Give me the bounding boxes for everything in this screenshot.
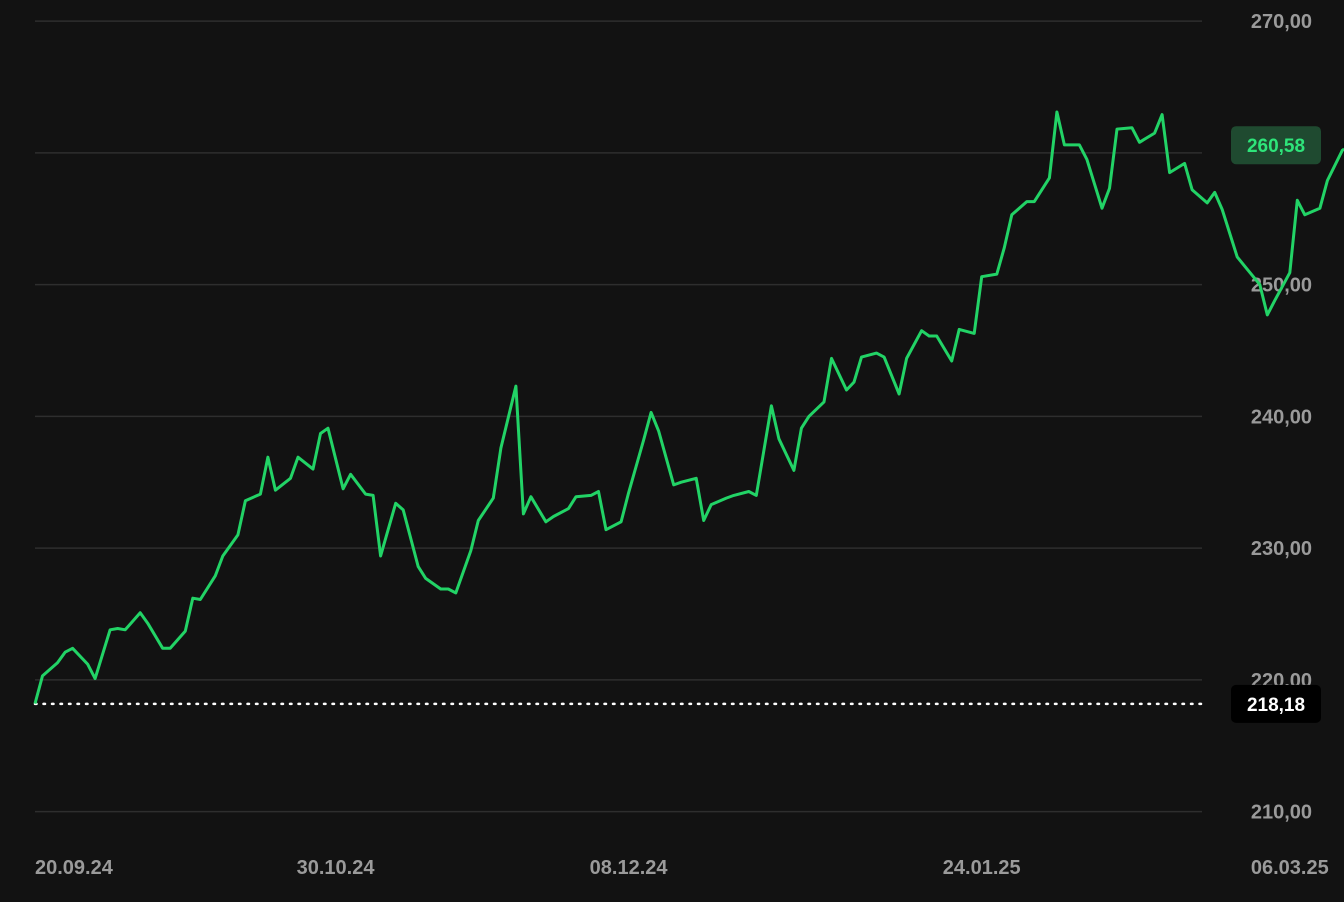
y-tick-label: 270,00 <box>1251 11 1312 33</box>
y-tick-label: 230,00 <box>1251 538 1312 560</box>
last-value-badge-bg <box>1231 126 1321 165</box>
x-axis-tick-labels: 20.09.24 30.10.24 08.12.24 24.01.25 06.03.25 <box>35 857 1329 879</box>
last-value-badge: 260,58 <box>1231 126 1321 165</box>
last-value-label: 260,58 <box>1247 136 1305 157</box>
x-tick-label: 24.01.25 <box>943 857 1021 879</box>
x-tick-label: 06.03.25 <box>1251 857 1329 879</box>
x-tick-label: 20.09.24 <box>35 857 114 879</box>
x-tick-label: 08.12.24 <box>590 857 669 879</box>
x-tick-label: 30.10.24 <box>297 857 376 879</box>
baseline-value-badge: 218,18 <box>1231 684 1321 723</box>
grid-lines <box>35 20 1202 813</box>
baseline-value-label: 218,18 <box>1247 695 1305 716</box>
y-tick-label: 240,00 <box>1251 406 1312 428</box>
baseline-value-badge-bg <box>1231 684 1321 723</box>
y-tick-label: 210,00 <box>1251 802 1312 824</box>
series-line <box>33 110 1344 704</box>
